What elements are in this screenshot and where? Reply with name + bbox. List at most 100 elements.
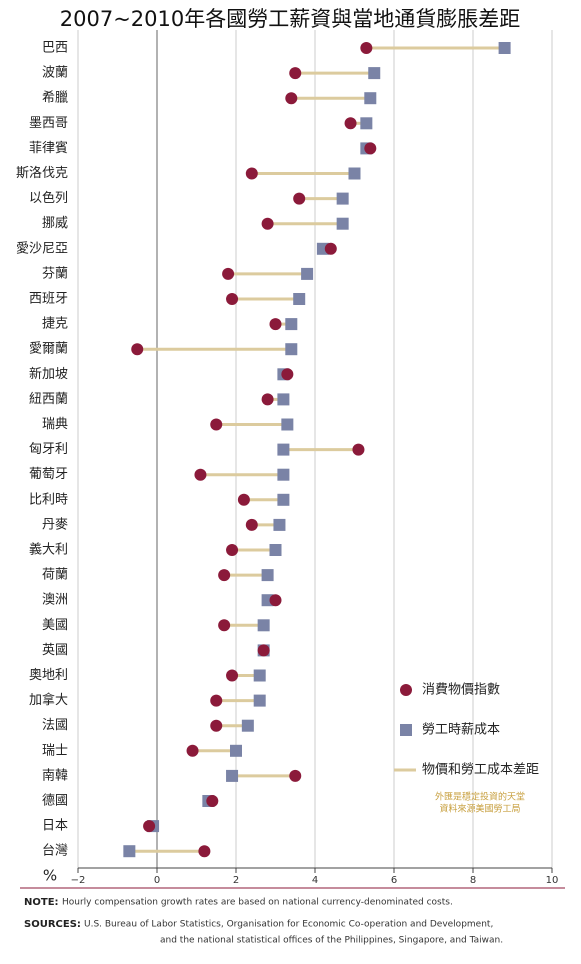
category-label: 荷蘭 xyxy=(42,567,68,583)
cpi-marker xyxy=(210,418,223,431)
category-label: 愛爾蘭 xyxy=(29,341,68,357)
legend-label: 勞工時薪成本 xyxy=(422,723,500,738)
cpi-marker xyxy=(218,569,231,582)
labor-cost-marker xyxy=(348,167,361,180)
labor-cost-marker xyxy=(261,569,274,582)
labor-cost-marker xyxy=(285,318,298,331)
cpi-marker xyxy=(226,293,239,305)
labor-cost-marker xyxy=(230,744,242,757)
category-label: 美國 xyxy=(42,618,68,633)
cpi-marker xyxy=(245,167,258,180)
category-label: 葡萄牙 xyxy=(29,467,68,482)
cpi-marker xyxy=(269,594,282,607)
cpi-marker xyxy=(210,694,223,707)
cpi-marker xyxy=(289,769,302,782)
x-tick-label: 6 xyxy=(391,875,397,886)
cpi-marker xyxy=(143,820,156,833)
x-tick-label: 4 xyxy=(312,875,318,886)
category-label: 西班牙 xyxy=(29,292,68,307)
footnote-text: and the national statistical offices of … xyxy=(160,936,503,946)
labor-cost-marker xyxy=(281,418,294,431)
category-label: 希臘 xyxy=(42,91,68,106)
cpi-marker xyxy=(226,669,239,682)
cpi-marker xyxy=(226,544,239,556)
category-label: 以色列 xyxy=(29,190,68,206)
labor-cost-marker xyxy=(293,293,306,305)
category-label: 新加坡 xyxy=(29,366,68,382)
labor-cost-marker xyxy=(277,443,290,456)
category-label: 斯洛伐克 xyxy=(16,166,68,181)
cpi-marker xyxy=(324,242,337,255)
cpi-marker xyxy=(364,142,377,155)
labor-cost-marker xyxy=(226,769,239,782)
labor-cost-marker xyxy=(336,217,349,230)
category-label: 奧地利 xyxy=(29,668,68,683)
category-label: 匈牙利 xyxy=(29,442,68,457)
cpi-marker xyxy=(257,644,270,657)
x-tick-label: −2 xyxy=(71,875,86,886)
category-label: 加拿大 xyxy=(29,692,68,708)
labor-cost-marker xyxy=(241,719,254,732)
footnote-label: NOTE: xyxy=(24,897,59,908)
labor-cost-marker xyxy=(364,92,377,105)
x-tick-label: 2 xyxy=(233,875,239,886)
category-label: 捷克 xyxy=(42,317,68,332)
category-label: 英國 xyxy=(42,643,68,658)
labor-cost-marker xyxy=(257,619,270,632)
labor-cost-marker xyxy=(277,393,290,406)
category-label: 比利時 xyxy=(29,492,68,507)
labor-cost-marker xyxy=(253,669,266,682)
cpi-marker xyxy=(194,468,207,481)
category-label: 瑞士 xyxy=(42,743,68,758)
labor-cost-marker xyxy=(336,192,349,205)
chart-title: 2007~2010年各國勞工薪資與當地通貨膨脹差距 xyxy=(60,7,520,31)
cpi-marker xyxy=(344,117,357,130)
labor-cost-marker xyxy=(360,117,373,130)
cpi-marker xyxy=(293,192,306,205)
cpi-marker xyxy=(198,845,211,858)
labor-cost-marker xyxy=(269,544,282,556)
cpi-marker xyxy=(261,393,274,406)
footnote-text: Hourly compensation growth rates are bas… xyxy=(62,898,453,908)
category-label: 丹麥 xyxy=(42,516,68,532)
cpi-marker xyxy=(289,67,302,80)
category-label: 澳洲 xyxy=(42,592,68,608)
cpi-marker xyxy=(285,92,298,105)
legend-label: 消費物價指數 xyxy=(422,683,500,698)
category-label: 德國 xyxy=(42,794,68,809)
cpi-marker xyxy=(210,719,223,732)
x-tick-label: 0 xyxy=(154,875,160,886)
cpi-marker xyxy=(281,368,294,381)
cpi-marker xyxy=(222,267,235,280)
category-label: 日本 xyxy=(42,819,68,834)
footnote-text: U.S. Bureau of Labor Statistics, Organis… xyxy=(84,920,493,930)
x-tick-label: 8 xyxy=(470,875,476,886)
cpi-marker xyxy=(352,443,365,456)
category-label: 巴西 xyxy=(42,41,68,56)
legend-swatch xyxy=(400,724,412,736)
category-label: 台灣 xyxy=(42,844,68,859)
annotation: 外匯是穩定投資的天堂 xyxy=(435,791,525,803)
labor-cost-marker xyxy=(277,468,290,481)
labor-cost-marker xyxy=(498,42,511,54)
cpi-marker xyxy=(186,744,199,757)
labor-cost-marker xyxy=(277,493,290,506)
labor-cost-marker xyxy=(123,845,136,858)
category-label: 紐西蘭 xyxy=(29,391,68,407)
x-axis-label: % xyxy=(43,867,57,885)
category-label: 南韓 xyxy=(42,767,68,783)
legend-label: 物價和勞工成本差距 xyxy=(422,763,539,778)
cpi-marker xyxy=(261,217,274,230)
cpi-marker xyxy=(360,42,373,54)
cpi-marker xyxy=(245,518,258,531)
category-label: 法國 xyxy=(42,718,68,733)
cpi-marker xyxy=(218,619,231,632)
category-label: 菲律賓 xyxy=(29,140,68,156)
category-label: 挪威 xyxy=(42,216,68,231)
cpi-marker xyxy=(131,343,144,356)
cpi-marker xyxy=(269,318,282,331)
labor-cost-marker xyxy=(285,343,298,356)
labor-cost-marker xyxy=(253,694,266,707)
annotation: 資料來源美國勞工局 xyxy=(439,803,520,815)
